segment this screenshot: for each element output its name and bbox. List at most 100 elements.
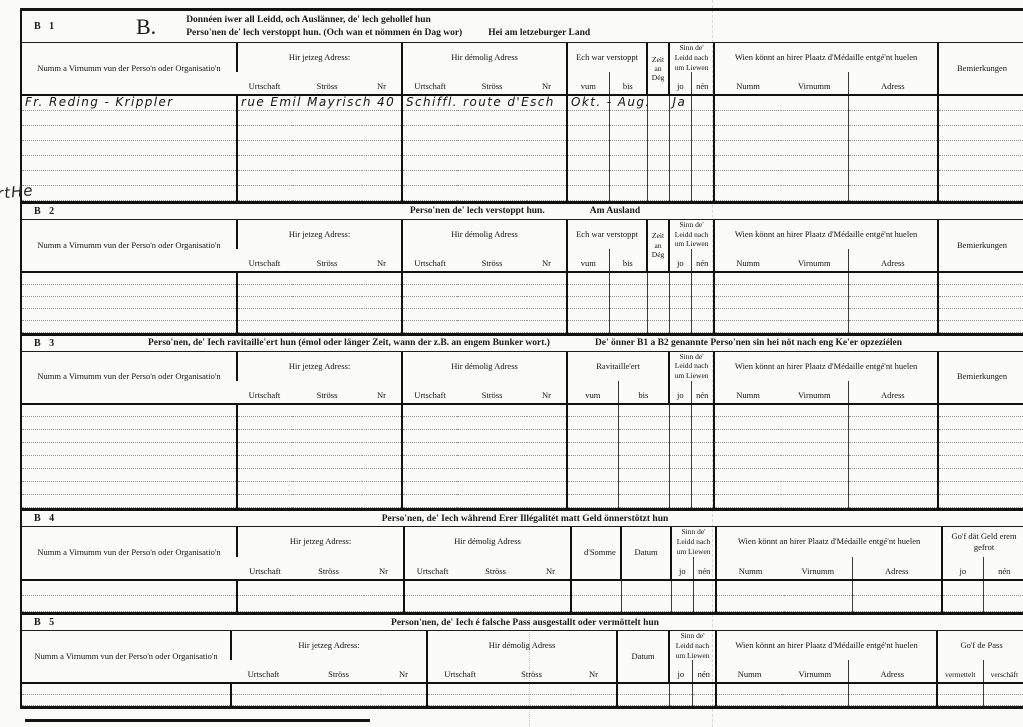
column-sub-header: Urtschaft	[237, 556, 293, 581]
body-cell	[646, 320, 670, 333]
body-cell	[566, 468, 619, 483]
body-cell	[608, 185, 648, 201]
body-cell	[403, 579, 572, 596]
body-cell	[22, 416, 237, 431]
body-cell	[847, 110, 939, 126]
body-cell	[668, 185, 692, 201]
body-cell	[646, 185, 670, 201]
column-sub-header: bis	[608, 249, 648, 273]
body-cell	[713, 429, 849, 444]
body-cell	[426, 683, 618, 695]
body-cell	[566, 155, 610, 171]
body-cell	[22, 579, 237, 596]
body-cell	[235, 481, 403, 496]
body-cell	[713, 308, 849, 321]
column-sub-header: Nr	[527, 249, 568, 273]
body-cell	[847, 403, 939, 418]
body-cell	[690, 272, 715, 285]
body-cell	[608, 155, 648, 171]
body-cell	[668, 683, 693, 695]
title-line-2: Perso'nen de' lech verstoppt hun. (Och w…	[186, 27, 463, 38]
body-cell	[668, 140, 692, 156]
body-cell	[690, 185, 715, 201]
body-cell	[668, 320, 692, 333]
table-row	[22, 185, 1023, 201]
body-cell	[936, 694, 984, 706]
body-cell	[668, 429, 692, 444]
column-sub-header: Numm	[713, 72, 782, 97]
body-cell	[941, 595, 984, 612]
body-cell	[235, 170, 403, 186]
body-cell	[668, 170, 692, 186]
body-cell	[570, 579, 622, 596]
body-cell	[235, 284, 403, 297]
column-group-header: Ech war verstoppt	[566, 43, 648, 73]
body-cell	[401, 468, 568, 483]
body-cell	[401, 296, 568, 309]
section-table: Numm a Virnumm vun der Perso'n oder Orga…	[22, 351, 1023, 509]
column-sub-header: Urtschaft	[401, 380, 458, 405]
body-cell	[401, 185, 568, 201]
body-cell	[847, 455, 939, 470]
title-suffix: Hei am letzeburger Land	[488, 27, 591, 38]
body-cell	[22, 125, 237, 141]
body-cell	[646, 296, 670, 309]
body-cell	[668, 296, 692, 309]
body-cell	[566, 308, 610, 321]
body-cell	[713, 481, 849, 496]
handwritten-entry: Fr. Reding - Krippler	[25, 95, 174, 109]
body-cell	[713, 403, 849, 418]
column-group-header: Wien könnt an hirer Plaatz d'Médaille en…	[713, 351, 939, 381]
body-cell	[668, 416, 692, 431]
body-cell	[235, 494, 403, 509]
column-sub-header: Virnumm	[781, 380, 849, 405]
body-cell	[235, 272, 403, 285]
body-cell	[937, 95, 1023, 111]
body-cell	[847, 125, 939, 141]
body-cell	[668, 455, 692, 470]
body-cell	[847, 185, 939, 201]
body-cell	[713, 140, 849, 156]
table-row	[22, 296, 1023, 309]
column-group-header: Hir démolig Adress	[401, 43, 568, 73]
body-cell	[235, 468, 403, 483]
body-cell	[235, 308, 403, 321]
body-cell	[617, 429, 670, 444]
column-sub-header: bis	[617, 380, 670, 405]
table-row	[22, 416, 1023, 431]
body-cell	[937, 403, 1023, 418]
body-cell: Ja	[668, 95, 692, 111]
body-cell	[937, 125, 1023, 141]
body-cell	[715, 683, 849, 695]
body-cell	[937, 416, 1023, 431]
body-cell	[235, 320, 403, 333]
body-cell	[715, 694, 849, 706]
table-row: Fr. Reding - Krippler rue Emil Mayrisch 4…	[22, 95, 1023, 111]
body-cell	[692, 579, 717, 596]
title-line-2-row: Perso'nen de' lech verstoppt hun. (Och w…	[186, 27, 590, 40]
body-cell	[937, 468, 1023, 483]
body-cell	[401, 442, 568, 457]
body-cell	[937, 155, 1023, 171]
title-subtext: De' önner B1 a B2 genannte Perso'nen sin…	[594, 338, 903, 348]
table-row	[22, 481, 1023, 496]
body-cell	[690, 494, 715, 509]
body-cell	[713, 95, 849, 111]
body-cell	[713, 468, 849, 483]
body-cell	[937, 320, 1023, 333]
body-cell	[22, 429, 237, 444]
body-cell	[690, 403, 715, 418]
body-cell	[690, 468, 715, 483]
section-tag: B 3	[34, 337, 58, 349]
table-row	[22, 140, 1023, 156]
body-cell	[715, 595, 853, 612]
section-tag: B 5	[34, 617, 58, 628]
body-cell	[401, 140, 568, 156]
body-cell	[235, 579, 405, 596]
body-cell	[22, 170, 237, 186]
title-text: Perso'nen, de' Iech ravitaille'ert hun (…	[147, 338, 550, 348]
body-cell	[690, 95, 715, 111]
column-sub-header: Adress	[847, 660, 938, 685]
column-header: Numm a Virnumm vun der Perso'n oder Orga…	[22, 43, 237, 97]
column-group-header: Hir jetzeg Adress:	[229, 631, 428, 661]
